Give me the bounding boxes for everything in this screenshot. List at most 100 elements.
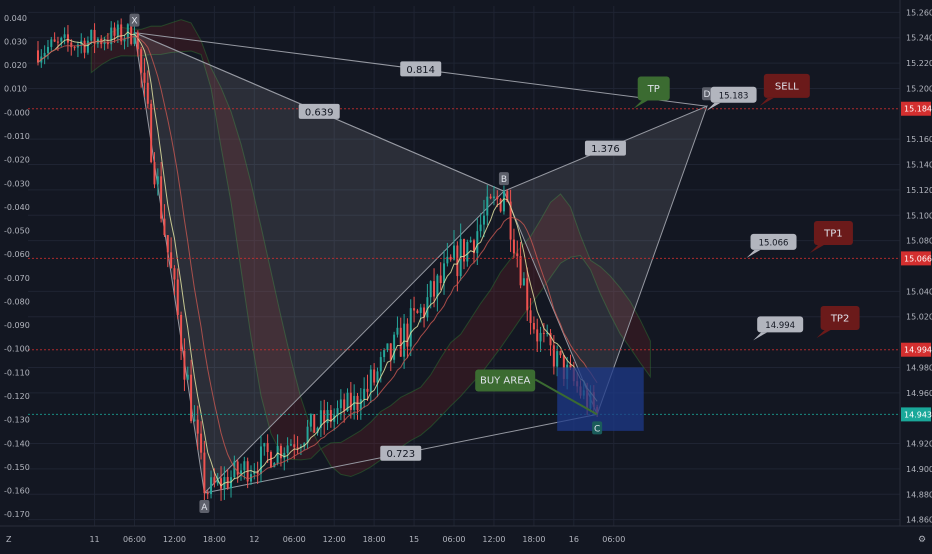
right-axis-tick-label: 15.260 [906, 8, 932, 17]
candle-body [230, 477, 233, 489]
buy-area-label: BUY AREA [480, 375, 531, 386]
price-tag-label: 15.184 [904, 105, 932, 114]
candle-body [269, 452, 272, 468]
candle-body [509, 201, 512, 240]
candle-body [110, 27, 113, 45]
candle-body [426, 297, 429, 318]
left-axis-tick-label: -0.120 [4, 392, 30, 401]
candle-body [492, 196, 495, 199]
ratio-label-text: 1.376 [591, 144, 620, 155]
candle-body [146, 82, 149, 104]
candle-body [193, 419, 196, 422]
x-axis-tick-label: 06:00 [602, 535, 625, 544]
ratio-labels: 0.814 0.639 1.376 0.723 [298, 61, 626, 461]
x-axis-tick-label: 06:00 [283, 535, 306, 544]
candle-body [166, 235, 169, 253]
candle-body [259, 446, 262, 475]
candle-body [403, 323, 406, 357]
candle-body [366, 388, 369, 392]
candle-body [476, 231, 479, 254]
candle-body [130, 24, 133, 44]
callout-box [763, 73, 810, 98]
candle-body [449, 256, 452, 260]
candle-body [180, 314, 183, 351]
candle-body [236, 461, 239, 475]
price-tag-box [901, 251, 931, 266]
left-corner-label: Z [6, 535, 12, 544]
x-axis-tick-label: 11 [89, 535, 99, 544]
left-axis-tick-label: -0.040 [4, 203, 30, 212]
x-axis-tick-label: 15 [409, 535, 419, 544]
candle-body [186, 374, 189, 380]
x-axis-tick-label: 12:00 [323, 535, 346, 544]
candle-body [376, 371, 379, 383]
right-axis-tick-label: 15.160 [906, 135, 932, 144]
candle-body [489, 196, 492, 199]
candle-body [539, 332, 542, 342]
callout-box [637, 76, 670, 101]
candle-body [279, 445, 282, 459]
right-axis-tick-label: 15.140 [906, 161, 932, 170]
pattern-point-c-label: C [594, 424, 600, 434]
candle-body [176, 279, 179, 315]
x-axis-tick-label: 06:00 [123, 535, 146, 544]
candle-body [479, 224, 482, 232]
candle-body [303, 443, 306, 447]
right-axis-tick-label: 14.860 [906, 516, 932, 525]
right-axis-tick-label: 15.020 [906, 313, 932, 322]
cloud-area [90, 19, 651, 478]
price-tag-label: 15.066 [904, 254, 932, 263]
pattern-point-box [701, 87, 712, 101]
right-axis-tick-label: 14.880 [906, 490, 932, 499]
candle-body [263, 443, 266, 447]
pattern-point-labels: X A B C D [129, 13, 712, 514]
callout-box [710, 86, 757, 103]
candle-body [446, 256, 449, 264]
candle-body [529, 310, 532, 323]
pattern-point-box [129, 13, 140, 27]
candle-body [293, 444, 296, 448]
callout-tail [816, 330, 831, 338]
candle-body [153, 162, 156, 185]
candle-body [383, 349, 386, 358]
settings-icon: ⚙ [918, 535, 926, 545]
left-axis-tick-label: -0.000 [4, 108, 30, 117]
candle-body [466, 241, 469, 262]
right-axis-tick-label: 14.900 [906, 465, 932, 474]
candle-body [86, 40, 89, 53]
ratio-label-text: 0.639 [305, 107, 334, 118]
pattern-point-x-label: X [131, 17, 137, 27]
candle-body [559, 351, 562, 356]
callout-box [813, 221, 853, 246]
candle-body [63, 34, 66, 38]
candle-body [319, 410, 322, 428]
candle-body [106, 42, 109, 45]
candle-body [136, 32, 139, 50]
price-tag-label: 14.994 [904, 346, 932, 355]
candle-body [276, 445, 279, 464]
candle-body [306, 426, 309, 444]
candle-body [519, 256, 522, 286]
right-axis-tick-label: 14.960 [906, 389, 932, 398]
candle-body [419, 307, 422, 313]
pattern-point-d-label: D [703, 90, 710, 100]
left-axis-tick-label: -0.070 [4, 274, 30, 283]
candle-body [196, 419, 199, 434]
candle-body [343, 399, 346, 412]
ratio-label-box [298, 103, 340, 119]
candle-body [210, 477, 213, 495]
candle-body [150, 103, 153, 163]
left-axis-tick-label: 0.020 [4, 61, 27, 70]
candle-body [386, 343, 389, 350]
candle-body [220, 478, 223, 489]
candle-body [323, 410, 326, 424]
candle-body [113, 27, 116, 36]
buy-area-callout-box [475, 369, 536, 392]
candle-body [409, 308, 412, 347]
candle-body [396, 327, 399, 335]
right-axis-tick-label: 14.920 [906, 440, 932, 449]
candle-body [103, 42, 106, 45]
ichimoku-cloud [90, 19, 651, 478]
candle-body [200, 433, 203, 453]
